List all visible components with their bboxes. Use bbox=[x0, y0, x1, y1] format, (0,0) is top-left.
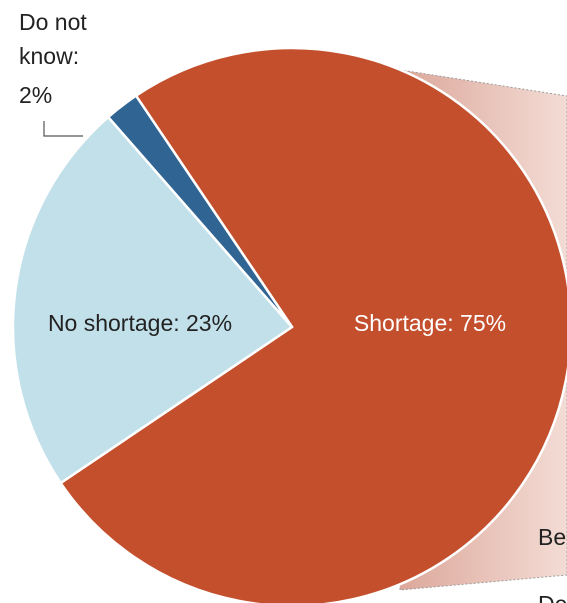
slice-label-do-not-know-line-2: know: bbox=[19, 43, 79, 69]
slice-label-no-shortage: No shortage: 23% bbox=[48, 310, 232, 336]
slice-label-do-not-know-line-3: 2% bbox=[19, 82, 52, 108]
breakout-label-partial-2: De bbox=[538, 591, 567, 603]
slice-label-do-not-know-line-1: Do not bbox=[19, 9, 87, 35]
slice-label-shortage: Shortage: 75% bbox=[354, 310, 506, 336]
pie-slice-do-not-know bbox=[106, 94, 294, 329]
pie-slice-no-shortage bbox=[11, 115, 294, 485]
breakout-label-partial-1: Be bbox=[538, 524, 566, 550]
pie-slice-shortage bbox=[59, 46, 567, 603]
leader-line bbox=[43, 121, 83, 137]
